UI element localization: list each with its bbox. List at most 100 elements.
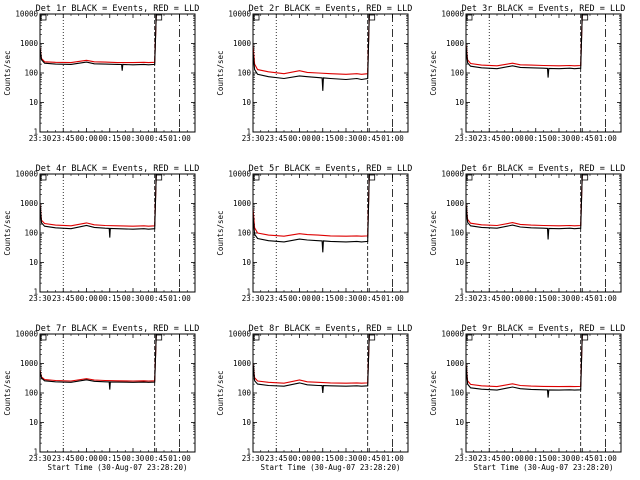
y-tick-label: 10 bbox=[29, 98, 39, 107]
panel-det-1: Det 1r BLACK = Events, RED = LLD 1 10 100 10… bbox=[3, 4, 199, 143]
x-tick-label: 00:00 bbox=[501, 134, 524, 143]
panel-det-9: Det 9r BLACK = Events, RED = LLD 1 10 100 10… bbox=[429, 324, 625, 472]
x-tick-label: 01:00 bbox=[381, 134, 404, 143]
overflow-box-right bbox=[155, 334, 163, 341]
panel-title: Det 7r BLACK = Events, RED = LLD bbox=[36, 324, 200, 334]
x-tick-label: 00:15 bbox=[98, 134, 121, 143]
series-line-events bbox=[253, 174, 370, 253]
y-tick-label: 10 bbox=[242, 98, 252, 107]
overflow-box-right bbox=[155, 174, 163, 181]
x-tick-label: 00:00 bbox=[288, 454, 311, 463]
x-tick-label: 00:15 bbox=[311, 454, 334, 463]
y-axis-label: Counts/sec bbox=[216, 210, 225, 255]
series-line-events bbox=[253, 14, 370, 91]
x-tick-label: 00:00 bbox=[75, 134, 98, 143]
x-tick-label: 23:30 bbox=[29, 294, 52, 303]
panel-det-3: Det 3r BLACK = Events, RED = LLD 1 10 100 10… bbox=[429, 4, 625, 143]
y-tick-label: 10000 bbox=[441, 330, 464, 339]
x-tick-label: 23:45 bbox=[265, 134, 288, 143]
x-tick-label: 23:30 bbox=[455, 294, 478, 303]
panel-title: Det 6r BLACK = Events, RED = LLD bbox=[462, 164, 626, 174]
x-tick-label: 23:30 bbox=[242, 454, 265, 463]
y-axis-label: Counts/sec bbox=[429, 50, 438, 95]
overflow-box-right bbox=[581, 174, 589, 181]
y-tick-label: 100 bbox=[24, 389, 38, 398]
x-tick-label: 00:30 bbox=[335, 134, 358, 143]
y-tick-label: 10000 bbox=[441, 10, 464, 19]
series-line-lld bbox=[466, 334, 583, 388]
y-tick-label: 1 bbox=[246, 288, 251, 297]
overflow-box-left bbox=[253, 14, 260, 21]
panel-title: Det 2r BLACK = Events, RED = LLD bbox=[249, 4, 413, 14]
x-tick-label: 23:45 bbox=[478, 454, 501, 463]
x-tick-label: 00:45 bbox=[571, 454, 594, 463]
x-tick-label: 00:00 bbox=[501, 294, 524, 303]
overflow-box-left bbox=[40, 334, 47, 341]
x-tick-label: 23:45 bbox=[52, 134, 75, 143]
y-tick-label: 10 bbox=[29, 418, 39, 427]
x-tick-label: 23:30 bbox=[455, 454, 478, 463]
x-tick-label: 00:45 bbox=[571, 294, 594, 303]
overflow-box-right bbox=[155, 14, 163, 21]
y-tick-label: 100 bbox=[237, 229, 251, 238]
y-tick-label: 100 bbox=[237, 389, 251, 398]
overflow-box-left bbox=[466, 14, 473, 21]
x-tick-label: 23:45 bbox=[52, 294, 75, 303]
y-axis-label: Counts/sec bbox=[216, 50, 225, 95]
y-tick-label: 10 bbox=[455, 98, 465, 107]
panel-det-8: Det 8r BLACK = Events, RED = LLD 1 10 100 10… bbox=[216, 324, 412, 472]
overflow-box-right bbox=[581, 334, 589, 341]
overflow-box-left bbox=[253, 334, 260, 341]
y-axis-label: Counts/sec bbox=[429, 370, 438, 415]
x-tick-label: 01:00 bbox=[594, 134, 617, 143]
x-axis-label: Start Time (30-Aug-07 23:28:20) bbox=[48, 463, 188, 472]
x-tick-label: 00:15 bbox=[524, 134, 547, 143]
x-tick-label: 23:45 bbox=[478, 134, 501, 143]
x-tick-label: 23:45 bbox=[265, 454, 288, 463]
x-tick-label: 23:30 bbox=[242, 134, 265, 143]
y-tick-label: 1000 bbox=[20, 39, 39, 48]
x-tick-label: 00:15 bbox=[311, 294, 334, 303]
x-axis-label: Start Time (30-Aug-07 23:28:20) bbox=[261, 463, 401, 472]
y-tick-label: 1000 bbox=[233, 359, 252, 368]
y-axis-label: Counts/sec bbox=[429, 210, 438, 255]
panel-det-5: Det 5r BLACK = Events, RED = LLD 1 10 100 10… bbox=[216, 164, 412, 303]
x-tick-label: 00:00 bbox=[75, 294, 98, 303]
x-tick-label: 00:30 bbox=[122, 294, 145, 303]
series-line-lld bbox=[40, 174, 157, 227]
x-tick-label: 01:00 bbox=[168, 294, 191, 303]
x-tick-label: 00:30 bbox=[335, 454, 358, 463]
x-tick-label: 01:00 bbox=[381, 454, 404, 463]
series-line-lld bbox=[466, 14, 583, 67]
overflow-box-left bbox=[466, 174, 473, 181]
series-line-events bbox=[466, 174, 583, 240]
x-tick-label: 00:45 bbox=[145, 294, 168, 303]
x-tick-label: 01:00 bbox=[168, 134, 191, 143]
panel-det-4: Det 4r BLACK = Events, RED = LLD 1 10 100 10… bbox=[3, 164, 199, 303]
series-line-events bbox=[253, 334, 370, 394]
panel-title: Det 8r BLACK = Events, RED = LLD bbox=[249, 324, 413, 334]
x-tick-label: 23:30 bbox=[455, 134, 478, 143]
x-tick-label: 00:45 bbox=[145, 454, 168, 463]
x-tick-label: 00:00 bbox=[288, 294, 311, 303]
y-tick-label: 1000 bbox=[446, 359, 465, 368]
series-line-events bbox=[40, 174, 157, 238]
y-tick-label: 1000 bbox=[233, 39, 252, 48]
series-line-lld bbox=[40, 14, 157, 64]
panel-det-2: Det 2r BLACK = Events, RED = LLD 1 10 100 10… bbox=[216, 4, 412, 143]
panel-det-7: Det 7r BLACK = Events, RED = LLD 1 10 100 10… bbox=[3, 324, 199, 472]
y-tick-label: 1000 bbox=[233, 199, 252, 208]
y-tick-label: 100 bbox=[24, 229, 38, 238]
y-axis-label: Counts/sec bbox=[3, 210, 12, 255]
y-tick-label: 10 bbox=[455, 418, 465, 427]
series-line-lld bbox=[253, 14, 370, 75]
x-tick-label: 00:15 bbox=[98, 294, 121, 303]
y-tick-label: 1000 bbox=[20, 359, 39, 368]
y-tick-label: 1 bbox=[246, 128, 251, 137]
x-tick-label: 23:30 bbox=[29, 134, 52, 143]
x-tick-label: 23:45 bbox=[52, 454, 75, 463]
y-tick-label: 1 bbox=[459, 288, 464, 297]
overflow-box-left bbox=[40, 174, 47, 181]
